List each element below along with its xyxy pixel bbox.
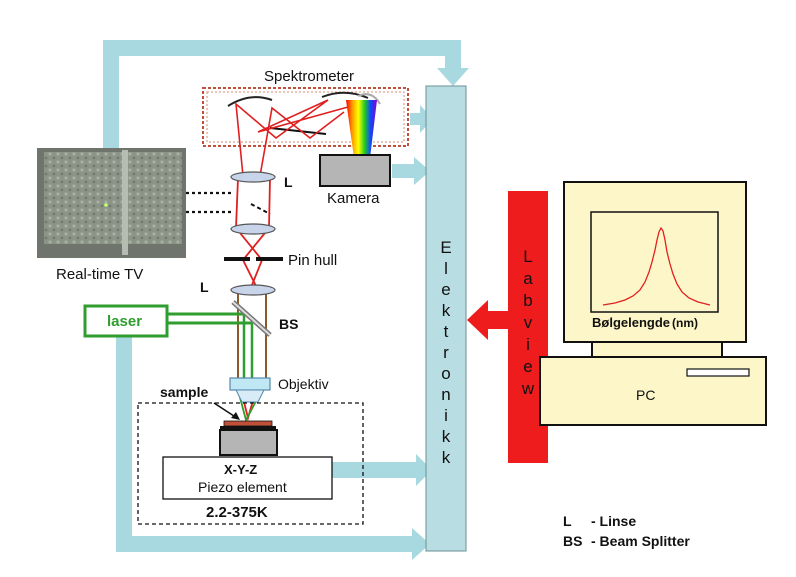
- pc-computer: Bølgelengde (nm) PC: [539, 181, 767, 426]
- objektiv: [229, 377, 271, 391]
- tv-up-path: [103, 40, 119, 150]
- drive-slot: [686, 368, 750, 377]
- lens-upper-label: L: [284, 174, 293, 190]
- legend-bs-desc: - Beam Splitter: [591, 533, 690, 549]
- elektronikk-letter: n: [441, 385, 450, 404]
- realtime-tv-image: [37, 148, 186, 258]
- sample: [223, 420, 273, 427]
- lens-lower: [230, 284, 276, 296]
- lens-lower-label: L: [200, 279, 209, 295]
- elektronikk-letter: l: [444, 259, 448, 278]
- elektronikk-letter: k: [442, 301, 451, 320]
- sample-stage: [219, 429, 278, 456]
- elektronikk-column: E l e k t r o n i k k: [425, 85, 467, 552]
- laser-down-path: [116, 336, 132, 552]
- labview-letter: v: [524, 313, 533, 332]
- laser-label: laser: [107, 313, 142, 330]
- labview-letter: b: [523, 291, 532, 310]
- down-path: [445, 40, 461, 70]
- legend-l-key: L: [563, 513, 572, 529]
- bs-label: BS: [279, 316, 298, 332]
- elektronikk-letter: k: [442, 427, 451, 446]
- wavelength-unit: (nm): [672, 316, 698, 330]
- elektronikk-letter: r: [443, 343, 449, 362]
- labview-arrow-head: [467, 300, 488, 340]
- elektronikk-letter: i: [444, 406, 448, 425]
- elektronikk-letter: t: [444, 322, 449, 341]
- camera-arrow-head: [414, 157, 430, 185]
- legend: L - Linse BS - Beam Splitter: [563, 513, 690, 549]
- temperature-label: 2.2-375K: [206, 504, 268, 521]
- elektronikk-letter: e: [441, 280, 450, 299]
- monitor-screen: [590, 211, 719, 313]
- spektrometer-label: Spektrometer: [264, 68, 354, 85]
- legend-bs-key: BS: [563, 533, 582, 549]
- top-arrow-head: [437, 68, 469, 86]
- pc-label: PC: [636, 387, 655, 403]
- pickoff-mirror: [250, 203, 271, 215]
- spektrometer-box: [202, 87, 409, 147]
- top-path: [103, 40, 461, 56]
- bottom-arrow-head: [412, 528, 430, 560]
- monitor-neck: [591, 341, 723, 358]
- kamera-device: [319, 154, 391, 187]
- labview-letter: L: [523, 247, 532, 266]
- wavelength-label: Bølgelengde: [592, 315, 670, 330]
- pc-case: [539, 356, 767, 426]
- elektronikk-letter: E: [440, 238, 451, 257]
- objektiv-label: Objektiv: [278, 376, 329, 392]
- labview-arrow-shaft: [486, 311, 510, 329]
- labview-text: L a b v i e w: [521, 247, 535, 398]
- kamera-label: Kamera: [327, 190, 380, 207]
- piezo-label: Piezo element: [198, 479, 287, 495]
- labview-letter: a: [523, 269, 533, 288]
- labview-letter: i: [526, 335, 530, 354]
- xyz-label: X-Y-Z: [224, 462, 257, 477]
- bottom-path: [116, 536, 416, 552]
- elektronikk-letter: o: [441, 364, 450, 383]
- laser-box: [83, 304, 169, 338]
- spectrometer-optics: [227, 91, 381, 177]
- cryostat-box: [137, 402, 364, 525]
- realtime-tv-label: Real-time TV: [56, 266, 143, 283]
- labview-letter: w: [521, 379, 535, 398]
- lens-middle: [230, 223, 276, 235]
- sample-label: sample: [160, 384, 208, 400]
- legend-l-desc: - Linse: [591, 513, 636, 529]
- elektronikk-letter: k: [442, 448, 451, 467]
- pin-hull-label: Pin hull: [288, 252, 337, 269]
- piezo-arrow-head: [416, 454, 432, 486]
- piezo-box: [162, 456, 333, 500]
- labview-letter: e: [523, 357, 532, 376]
- spectrum-curve: [602, 226, 711, 306]
- signal-arrows: [103, 40, 469, 560]
- lens-upper: [230, 171, 276, 183]
